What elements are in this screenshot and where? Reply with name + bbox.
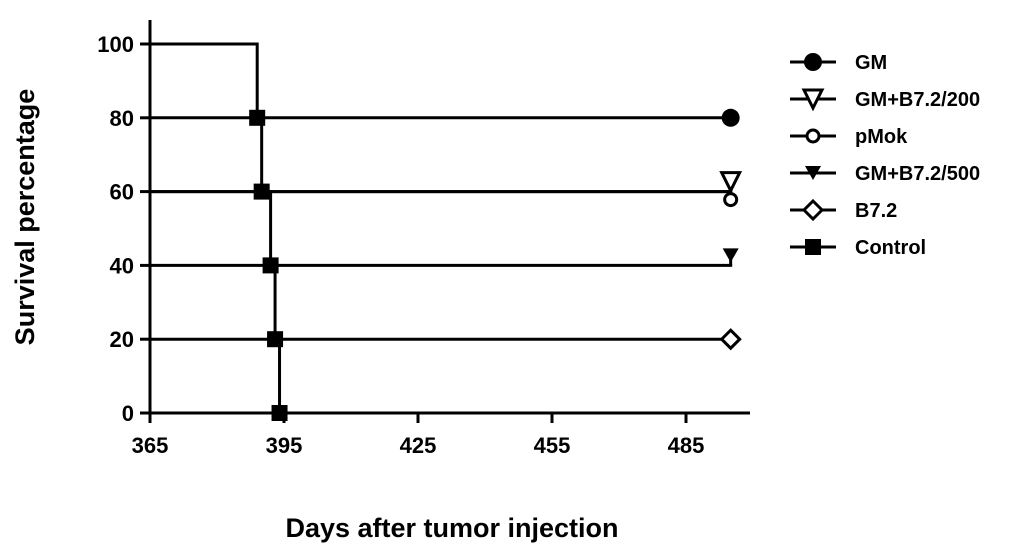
- y-tick-label: 100: [97, 32, 134, 57]
- data-point-gm-b7-2-200: [719, 171, 743, 194]
- legend-item-control: Control: [790, 237, 926, 259]
- legend-label: GM: [855, 52, 887, 74]
- legend: GM GM+B7.2/200 pMok GM+B7.2/500 B7.2 Control: [790, 52, 980, 259]
- x-tick-label: 365: [132, 433, 169, 458]
- y-tick-label: 60: [110, 180, 134, 205]
- x-tick-label: 425: [400, 433, 437, 458]
- legend-label: GM+B7.2/500: [855, 163, 980, 185]
- legend-marker-b7-2: [801, 198, 825, 222]
- data-point-gm: [721, 108, 740, 127]
- y-axis-title: Survival percentage: [10, 89, 40, 346]
- legend-item-gm-b7-2-500: GM+B7.2/500: [790, 163, 980, 185]
- legend-label: GM+B7.2/200: [855, 89, 980, 111]
- legend-item-gm-b7-2-200: GM+B7.2/200: [790, 88, 980, 112]
- legend-marker-gm: [804, 53, 822, 71]
- legend-marker-gm-b7-2-200: [801, 88, 825, 112]
- legend-label: Control: [855, 237, 926, 259]
- x-tick-label: 395: [266, 433, 303, 458]
- legend-item-b7-2: B7.2: [790, 198, 897, 222]
- data-point-control: [249, 109, 266, 126]
- data-point-control: [262, 257, 279, 274]
- data-point-pmok: [723, 192, 739, 208]
- legend-marker-control: [805, 239, 821, 255]
- data-point-control: [271, 405, 288, 421]
- axes: 0 20 40 60 80 100 365 395 425 455 485: [97, 20, 750, 458]
- x-tick-label: 485: [668, 433, 705, 458]
- y-tick-label: 0: [122, 401, 134, 426]
- y-tick-label: 80: [110, 106, 134, 131]
- data-markers: [249, 108, 743, 421]
- y-tick-label: 40: [110, 253, 134, 278]
- legend-marker-pmok: [805, 128, 821, 144]
- y-tick-label: 20: [110, 327, 134, 352]
- legend-marker-gm-b7-2-500: [805, 166, 821, 180]
- legend-item-gm: GM: [790, 52, 887, 74]
- legend-label: pMok: [855, 126, 908, 148]
- data-point-b7-2: [719, 328, 742, 351]
- data-point-gm-b7-2-500: [722, 248, 739, 263]
- legend-label: B7.2: [855, 200, 897, 222]
- x-axis-title: Days after tumor injection: [285, 513, 618, 543]
- data-point-control: [267, 331, 284, 348]
- x-tick-label: 455: [534, 433, 571, 458]
- series-line-control: [148, 42, 282, 415]
- legend-item-pmok: pMok: [790, 126, 908, 148]
- data-point-control: [253, 183, 270, 200]
- series-lines: [148, 42, 733, 415]
